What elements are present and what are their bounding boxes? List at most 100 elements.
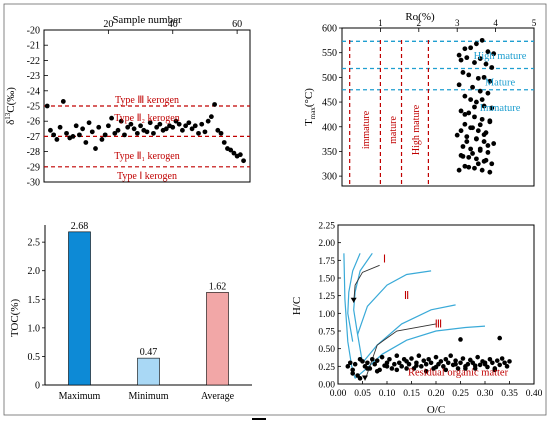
- type-III-arrowhead: [361, 375, 368, 381]
- isotope-point: [212, 102, 217, 107]
- tmax-y-tick-label: 450: [322, 98, 337, 109]
- type-I-arrowhead: [350, 297, 357, 303]
- vankrevelen-point: [504, 364, 510, 369]
- isotope-point: [131, 126, 137, 132]
- tmax-point: [464, 55, 470, 61]
- isotope-point: [54, 137, 60, 142]
- kerogen-type-label: Ⅰ: [383, 253, 386, 265]
- isotope-point: [215, 127, 221, 133]
- tmax-point: [470, 151, 475, 156]
- isotope-y-tick-label: -29: [27, 162, 40, 173]
- evolution-curve: [362, 304, 456, 364]
- isotope-point: [70, 134, 76, 139]
- tmax-x-label: Ro(%): [405, 11, 435, 23]
- isotope-point: [218, 130, 224, 136]
- vankrevelen-point: [350, 367, 356, 373]
- isotope-marks: -20 -21 -22 -23 -24 -25 -26 -27 -28 -29 -30 20 40 60 T…: [27, 19, 250, 189]
- tmax-panel: Ro(%) Tmax(°C) 600 550 500 450 400 350 300 1 2 3 4…: [303, 11, 537, 187]
- vankrevelen-point: [357, 376, 363, 381]
- maturity-zone-label: Immature: [480, 103, 521, 114]
- toc-bar: [68, 231, 91, 386]
- vankrevelen-point: [419, 364, 424, 369]
- isotope-point: [51, 132, 57, 138]
- tmax-point: [462, 163, 468, 169]
- ro-zone-label: mature: [388, 116, 399, 144]
- type-III-evolution-arrow: [364, 323, 437, 381]
- isotope-y-label: δ13C(‰): [4, 87, 17, 125]
- tmax-point: [489, 105, 495, 111]
- vankrevelen-point: [445, 360, 451, 366]
- vankrevelen-point: [433, 354, 439, 360]
- tmax-y-label: Tmax(°C): [303, 88, 317, 126]
- isotope-point: [205, 118, 211, 124]
- tmax-point: [474, 41, 479, 47]
- residual-organic-matter-label: Residual organic matter: [408, 368, 509, 379]
- vankrevelen-point: [453, 358, 458, 363]
- tmax-point: [479, 37, 485, 43]
- tmax-point: [472, 104, 477, 110]
- isotope-y-tick-label: -20: [27, 26, 40, 37]
- vankrevelen-point: [416, 353, 422, 359]
- tmax-point: [475, 75, 481, 81]
- vankrevelen-point: [494, 358, 500, 363]
- tmax-point: [468, 97, 474, 102]
- isotope-point: [64, 130, 69, 136]
- vankrevelen-point: [497, 335, 503, 341]
- tmax-point: [474, 156, 479, 162]
- vankrevelen-point: [463, 366, 468, 371]
- vankrevelen-point: [370, 356, 375, 362]
- isotope-point: [93, 146, 98, 151]
- toc-y-tick-label: 1.0: [28, 323, 41, 334]
- tmax-point: [483, 157, 489, 163]
- tmax-x-tick-label: 2: [417, 18, 422, 28]
- vankrevelen-x-label: O/C: [427, 404, 445, 416]
- tmax-point: [485, 143, 491, 148]
- isotope-point: [199, 121, 205, 127]
- tmax-point: [489, 161, 495, 167]
- vankrevelen-y-tick-label: 2.00: [318, 239, 335, 249]
- vankrevelen-point: [492, 366, 498, 371]
- vankrevelen-x-tick-label: 0.10: [379, 389, 396, 399]
- evolution-curve: [347, 253, 361, 342]
- tmax-x-tick-label: 4: [493, 18, 498, 28]
- tmax-point: [472, 165, 477, 171]
- evolution-curve: [354, 325, 486, 379]
- isotope-point: [157, 121, 163, 127]
- tmax-point: [460, 144, 466, 149]
- isotope-y-tick-label: -22: [27, 56, 40, 67]
- vankrevelen-y-label: H/C: [291, 297, 303, 315]
- isotope-y-tick-label: -27: [27, 132, 40, 143]
- isotope-point: [196, 130, 201, 136]
- vankrevelen-marks: 0.00 0.25 0.50 0.75 1.00 1.25 1.50 1.75 2.00 2.25…: [318, 222, 542, 400]
- vankrevelen-point: [428, 360, 434, 366]
- isotope-y-tick-label: -24: [27, 86, 40, 97]
- isotope-point: [154, 124, 160, 130]
- toc-bar-value-label: 1.62: [209, 281, 227, 292]
- isotope-y-tick-label: -26: [27, 117, 40, 128]
- vankrevelen-point: [433, 364, 439, 370]
- isotope-point: [44, 103, 50, 109]
- isotope-point: [202, 129, 208, 135]
- tmax-point: [472, 114, 477, 120]
- vankrevelen-point: [384, 364, 390, 369]
- tmax-point: [462, 112, 468, 117]
- vankrevelen-point: [453, 361, 458, 367]
- kerogen-zone-label: Type Ⅱ₂ kerogen: [114, 113, 179, 124]
- tmax-point: [481, 132, 487, 138]
- vankrevelen-point: [394, 353, 400, 359]
- tmax-point: [464, 139, 470, 144]
- isotope-point: [170, 124, 176, 130]
- tmax-point: [470, 84, 475, 90]
- tmax-point: [464, 134, 470, 140]
- isotope-panel: Sample number δ13C(‰) -20 -21 -22 -23 -24 -25…: [4, 14, 251, 189]
- isotope-point: [134, 130, 140, 136]
- tmax-point: [456, 167, 462, 173]
- vankrevelen-point: [399, 364, 405, 369]
- vankrevelen-point: [387, 356, 392, 362]
- isotope-point: [189, 126, 195, 132]
- vankrevelen-point: [497, 362, 503, 368]
- toc-y-tick-label: 2.0: [28, 266, 41, 277]
- tmax-point: [485, 90, 491, 96]
- tmax-point: [460, 153, 466, 159]
- tmax-point: [466, 110, 472, 116]
